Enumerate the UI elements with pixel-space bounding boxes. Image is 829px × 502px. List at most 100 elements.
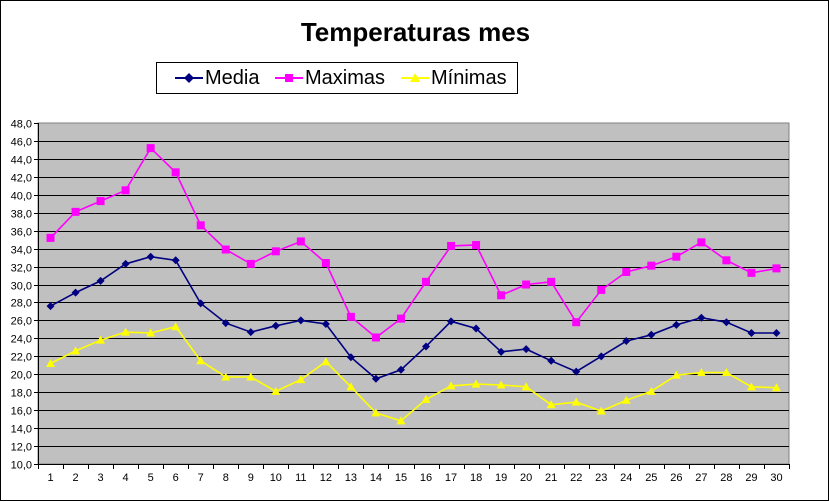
x-tick-label: 30 xyxy=(770,472,782,484)
data-point-minimas xyxy=(121,327,131,336)
legend-label-media: Media xyxy=(205,66,260,89)
data-point-minimas xyxy=(671,370,681,379)
legend-item-media: Media xyxy=(175,63,259,93)
data-point-media xyxy=(71,288,80,297)
data-point-minimas xyxy=(521,382,531,391)
x-tick-label: 9 xyxy=(248,472,254,484)
data-point-maximas xyxy=(772,264,781,273)
x-tick-label: 3 xyxy=(98,472,104,484)
data-point-media xyxy=(672,320,681,329)
legend-label-maximas: Maximas xyxy=(305,66,386,89)
data-point-minimas xyxy=(296,375,306,384)
data-point-media xyxy=(547,356,556,365)
data-point-media xyxy=(46,302,55,311)
data-point-minimas xyxy=(371,408,381,417)
data-point-maximas xyxy=(346,312,355,321)
data-point-minimas xyxy=(396,416,406,425)
data-point-maximas xyxy=(71,207,80,216)
data-point-maximas xyxy=(597,285,606,294)
x-tick-label: 14 xyxy=(370,472,382,484)
data-point-minimas xyxy=(271,386,281,395)
x-tick-label: 12 xyxy=(320,472,332,484)
y-tick-label: 34,0 xyxy=(11,245,32,257)
y-tick-label: 26,0 xyxy=(11,316,32,328)
data-point-maximas xyxy=(447,241,456,250)
y-tick-label: 36,0 xyxy=(11,227,32,239)
data-point-minimas xyxy=(646,386,656,395)
data-point-maximas xyxy=(572,318,581,327)
data-point-media xyxy=(246,328,255,337)
x-tick-label: 22 xyxy=(570,472,582,484)
y-tick-label: 10,0 xyxy=(11,460,32,472)
x-tick-label: 23 xyxy=(595,472,607,484)
legend-swatch-maximas xyxy=(275,74,303,82)
series-line-media xyxy=(50,255,777,380)
data-point-maximas xyxy=(472,241,481,250)
data-point-maximas xyxy=(196,221,205,230)
series-line-minimas xyxy=(50,325,777,422)
data-point-media xyxy=(572,367,581,376)
y-tick-label: 44,0 xyxy=(11,155,32,167)
y-tick-label: 32,0 xyxy=(11,263,32,275)
data-point-minimas xyxy=(171,322,181,331)
data-point-maximas xyxy=(321,258,330,267)
x-tick-label: 10 xyxy=(270,472,282,484)
data-point-minimas xyxy=(621,395,631,404)
y-tick-label: 24,0 xyxy=(11,334,32,346)
x-tick-label: 27 xyxy=(695,472,707,484)
data-point-media xyxy=(271,321,280,330)
x-tick-label: 24 xyxy=(620,472,632,484)
data-point-maximas xyxy=(46,233,55,242)
data-point-media xyxy=(146,252,155,261)
data-point-maximas xyxy=(246,259,255,268)
x-tick-label: 21 xyxy=(545,472,557,484)
data-point-media xyxy=(346,353,355,362)
series-line-maximas xyxy=(49,146,777,339)
data-point-maximas xyxy=(697,238,706,247)
x-tick-label: 8 xyxy=(223,472,229,484)
legend-item-maximas: Maximas xyxy=(275,63,385,93)
data-point-minimas xyxy=(421,394,431,403)
data-point-media xyxy=(472,324,481,333)
chart-title: Temperaturas mes xyxy=(300,17,531,47)
data-point-minimas xyxy=(696,367,706,376)
y-tick-label: 46,0 xyxy=(11,137,32,149)
data-point-maximas xyxy=(271,247,280,256)
data-point-media xyxy=(647,330,656,339)
y-tick-label: 30,0 xyxy=(11,281,32,293)
data-point-maximas xyxy=(722,256,731,265)
y-tick-label: 42,0 xyxy=(11,173,32,185)
data-point-maximas xyxy=(522,280,531,289)
data-point-minimas xyxy=(496,380,506,389)
x-tick-label: 18 xyxy=(470,472,482,484)
data-point-minimas xyxy=(321,357,331,366)
data-point-media xyxy=(747,328,756,337)
data-point-media xyxy=(171,256,180,265)
data-point-minimas xyxy=(46,358,56,367)
data-point-media xyxy=(722,318,731,327)
data-point-minimas xyxy=(596,406,606,415)
data-point-minimas xyxy=(721,367,731,376)
x-tick-label: 19 xyxy=(495,472,507,484)
y-tick-label: 18,0 xyxy=(11,388,32,400)
data-point-maximas xyxy=(647,261,656,270)
x-tick-label: 13 xyxy=(345,472,357,484)
x-tick-label: 5 xyxy=(148,472,154,484)
y-tick-label: 14,0 xyxy=(11,424,32,436)
legend-label-minimas: Mínimas xyxy=(431,66,507,89)
data-point-maximas xyxy=(622,267,631,276)
data-point-minimas xyxy=(471,379,481,388)
x-tick-label: 16 xyxy=(420,472,432,484)
x-tick-label: 4 xyxy=(123,472,129,484)
y-tick-label: 12,0 xyxy=(11,442,32,454)
y-tick-label: 16,0 xyxy=(11,406,32,418)
x-tick-label: 28 xyxy=(720,472,732,484)
data-point-media xyxy=(121,259,130,268)
data-point-minimas xyxy=(746,382,756,391)
data-point-minimas xyxy=(221,372,231,381)
data-point-media xyxy=(296,316,305,325)
x-tick-label: 6 xyxy=(173,472,179,484)
x-tick-label: 29 xyxy=(745,472,757,484)
